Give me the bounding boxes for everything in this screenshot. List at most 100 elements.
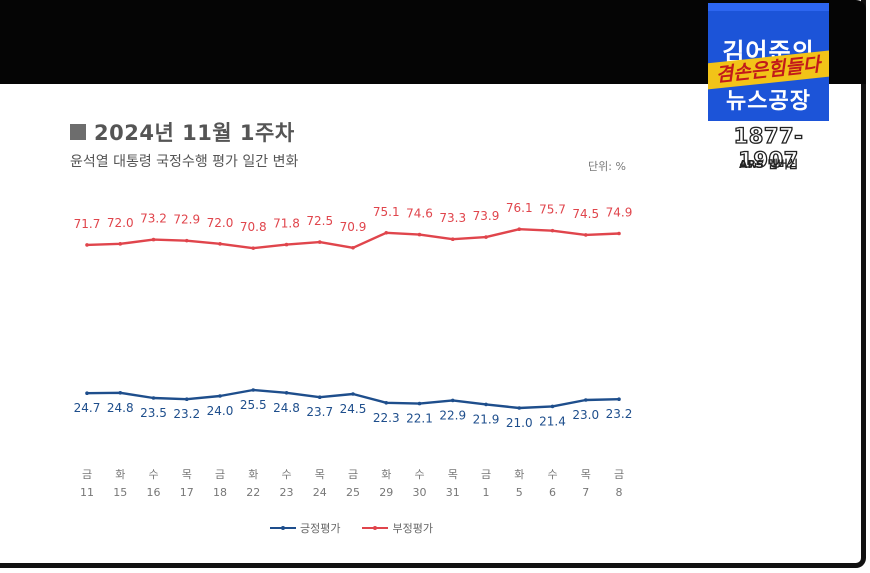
data-label-0-14: 21.4 <box>539 414 566 428</box>
data-point-0-14 <box>550 404 555 409</box>
data-point-0-13 <box>517 406 522 410</box>
x-tick-date-12: 1 <box>483 486 490 499</box>
data-point-1-3 <box>184 238 189 243</box>
data-label-1-9: 75.1 <box>373 205 400 219</box>
x-tick-day-14: 수 <box>547 468 557 481</box>
data-point-0-7 <box>317 395 322 400</box>
data-label-0-2: 23.5 <box>140 406 167 420</box>
data-point-1-9 <box>384 230 389 235</box>
data-label-0-16: 23.2 <box>606 407 633 421</box>
title-square-icon <box>70 124 86 140</box>
x-tick-date-11: 31 <box>446 486 460 499</box>
data-label-0-4: 24.0 <box>207 404 234 418</box>
data-label-0-10: 22.1 <box>406 412 433 426</box>
data-point-1-5 <box>251 246 256 250</box>
data-label-1-1: 72.0 <box>107 216 134 230</box>
x-tick-date-1: 15 <box>113 486 127 499</box>
data-point-0-12 <box>484 402 488 407</box>
news-factory-logo: 김어준의 겸손은힘들다 뉴스공장 <box>708 3 829 121</box>
x-tick-date-14: 6 <box>549 486 556 499</box>
data-point-0-15 <box>583 398 588 402</box>
x-tick-date-6: 23 <box>280 486 294 499</box>
unit-label: 단위: % <box>588 160 626 173</box>
x-tick-day-13: 화 <box>514 468 524 481</box>
x-tick-date-9: 29 <box>379 486 393 499</box>
data-label-0-9: 22.3 <box>373 411 400 425</box>
x-tick-date-5: 22 <box>246 486 260 499</box>
data-label-1-2: 73.2 <box>140 212 167 226</box>
data-point-0-5 <box>251 388 256 392</box>
data-point-0-2 <box>151 396 156 400</box>
data-point-1-1 <box>118 242 123 246</box>
data-point-0-0 <box>85 391 89 396</box>
data-label-1-4: 72.0 <box>207 216 234 230</box>
x-tick-day-3: 목 <box>182 468 192 481</box>
data-label-1-3: 72.9 <box>173 213 200 227</box>
data-point-1-14 <box>550 228 555 233</box>
data-label-1-5: 70.8 <box>240 220 267 234</box>
title-block: 2024년 11월 1주차 <box>70 117 295 147</box>
data-point-0-9 <box>384 401 389 405</box>
ars-membership-caption: ARS 멤버십 <box>738 158 799 171</box>
data-label-0-12: 21.9 <box>473 412 500 426</box>
page-title: 2024년 11월 1주차 <box>94 121 295 145</box>
data-point-1-7 <box>317 240 322 244</box>
x-tick-date-4: 18 <box>213 486 227 499</box>
x-tick-day-1: 화 <box>115 468 125 481</box>
data-label-1-7: 72.5 <box>306 214 333 228</box>
legend-swatch-positive <box>270 526 296 530</box>
data-point-1-4 <box>218 242 222 246</box>
x-tick-day-4: 금 <box>215 468 225 481</box>
x-tick-day-7: 목 <box>315 468 325 481</box>
data-point-1-13 <box>517 227 522 232</box>
data-label-1-15: 74.5 <box>572 207 599 221</box>
data-point-0-8 <box>351 392 355 396</box>
data-label-1-10: 74.6 <box>406 207 433 221</box>
data-label-1-12: 73.9 <box>473 209 500 223</box>
x-tick-date-13: 5 <box>516 486 523 499</box>
data-point-0-3 <box>184 397 189 402</box>
legend-item-positive: 긍정평가 <box>270 520 340 536</box>
x-tick-day-6: 수 <box>281 468 291 481</box>
legend-item-negative: 부정평가 <box>362 520 433 536</box>
data-point-0-16 <box>617 397 621 402</box>
data-point-1-12 <box>484 235 488 239</box>
data-label-0-1: 24.8 <box>107 401 134 415</box>
data-label-1-16: 74.9 <box>606 206 633 220</box>
x-tick-date-3: 17 <box>180 486 194 499</box>
data-point-0-6 <box>284 391 289 395</box>
x-tick-date-15: 7 <box>582 486 589 499</box>
legend-label-negative: 부정평가 <box>392 522 433 535</box>
x-tick-day-16: 금 <box>614 468 624 481</box>
data-label-1-8: 70.9 <box>340 220 367 234</box>
x-tick-date-10: 30 <box>413 486 427 499</box>
data-point-1-11 <box>450 237 455 242</box>
x-tick-date-0: 11 <box>80 486 94 499</box>
chart-legend: 긍정평가 부정평가 <box>270 520 455 536</box>
data-point-1-8 <box>351 245 355 250</box>
legend-label-positive: 긍정평가 <box>300 522 341 535</box>
data-label-0-5: 25.5 <box>240 398 267 412</box>
legend-swatch-negative <box>362 526 389 530</box>
x-tick-day-5: 화 <box>248 468 258 481</box>
data-label-0-11: 22.9 <box>439 408 466 422</box>
data-point-0-10 <box>417 401 422 406</box>
data-point-1-2 <box>151 237 156 242</box>
data-point-0-11 <box>450 398 455 403</box>
data-label-0-15: 23.0 <box>572 408 599 422</box>
data-label-1-0: 71.7 <box>74 217 101 231</box>
data-point-1-16 <box>617 231 621 236</box>
logo-stripe <box>708 3 829 11</box>
data-point-1-10 <box>417 232 422 237</box>
data-point-1-0 <box>85 243 89 247</box>
x-tick-day-9: 화 <box>381 468 391 481</box>
data-point-0-1 <box>118 391 123 395</box>
data-point-1-15 <box>583 233 588 237</box>
page-subtitle: 윤석열 대통령 국정수행 평가 일간 변화 <box>70 154 299 170</box>
x-tick-date-2: 16 <box>147 486 161 499</box>
data-label-1-14: 75.7 <box>539 203 566 217</box>
x-tick-day-8: 금 <box>348 468 358 481</box>
x-tick-date-16: 8 <box>616 486 623 499</box>
data-label-1-11: 73.3 <box>439 211 466 225</box>
